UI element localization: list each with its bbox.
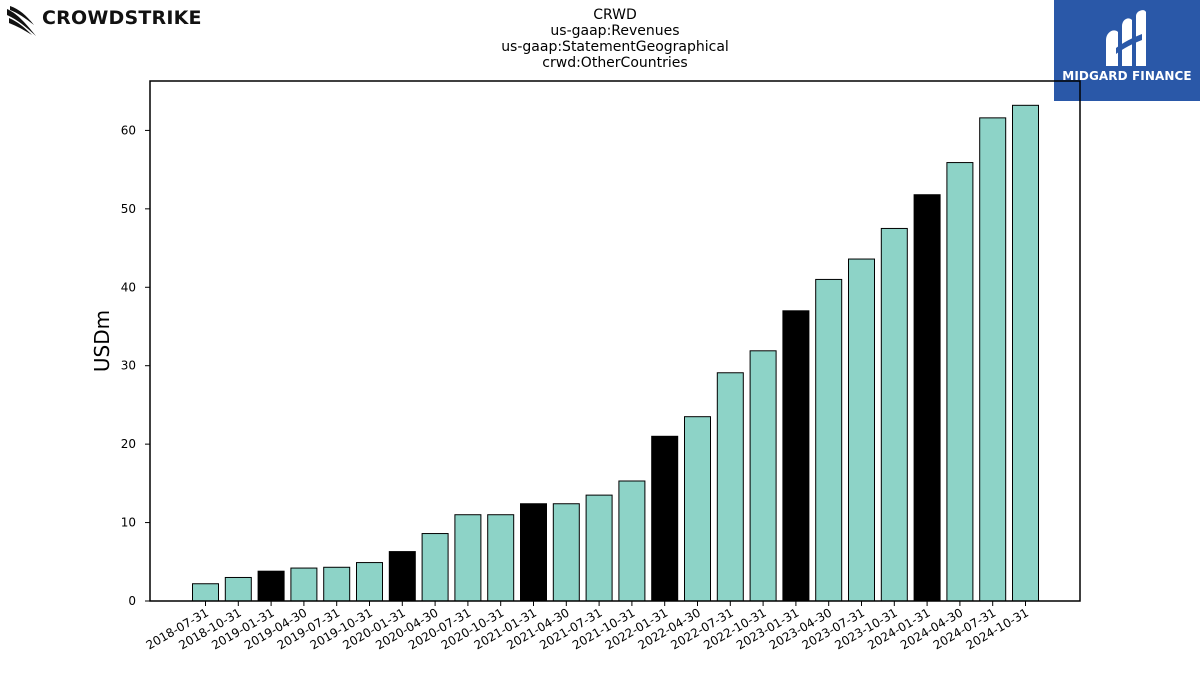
bar-2020-04-30: [421, 533, 449, 602]
bar-2023-10-31: [880, 227, 908, 602]
bar-2019-04-30: [290, 567, 318, 602]
y-axis: 0 10 20 30 40 50 60: [121, 123, 150, 608]
chart-title-member: crwd:OtherCountries: [542, 55, 688, 71]
bar-2024-04-30: [946, 162, 974, 602]
y-tick-label: 30: [121, 359, 136, 373]
bar-2023-07-31: [848, 258, 875, 602]
chart-title-block: CRWD us-gaap:Revenues us-gaap:StatementG…: [415, 7, 815, 71]
crowdstrike-logo: CROWDSTRIKE: [6, 5, 202, 39]
bar-2022-07-31: [716, 372, 744, 602]
bar-2024-07-31: [979, 117, 1007, 602]
midgard-brand-name: MIDGARD FINANCE: [1062, 69, 1192, 83]
bar-2020-01-31: [388, 551, 416, 602]
y-axis-label: USDm: [90, 310, 114, 372]
bar-2022-04-30: [684, 416, 711, 602]
y-tick-label: 60: [121, 123, 136, 137]
x-axis: 2018-07-312018-10-312019-01-312019-04-30…: [144, 601, 1031, 652]
midgard-finance-badge: MIDGARD FINANCE: [1054, 0, 1200, 101]
bar-2021-01-31: [520, 503, 547, 602]
y-tick-label: 0: [128, 594, 136, 608]
bar-2022-10-31: [749, 350, 777, 602]
chart-title-ticker: CRWD: [593, 7, 637, 23]
bar-2022-01-31: [651, 435, 679, 602]
y-tick-label: 20: [121, 437, 136, 451]
bar-2019-07-31: [323, 566, 351, 602]
chart-title-concept: us-gaap:Revenues: [550, 23, 680, 39]
bar-2019-10-31: [356, 562, 383, 602]
bar-2021-10-31: [618, 480, 646, 602]
midgard-logo-icon: [1106, 10, 1146, 67]
chart-title-axis: us-gaap:StatementGeographical: [501, 39, 729, 55]
bar-2019-01-31: [257, 570, 285, 602]
bar-2023-01-31: [782, 310, 810, 602]
bar-2020-10-31: [487, 514, 515, 602]
bars-group: [192, 104, 1039, 602]
bar-2023-04-30: [815, 278, 843, 602]
bar-2021-04-30: [552, 503, 580, 602]
plot-frame: [149, 80, 1081, 602]
bar-2018-07-31: [192, 583, 219, 602]
bar-2024-10-31: [1012, 104, 1039, 602]
y-tick-label: 50: [121, 202, 136, 216]
bar-2024-01-31: [913, 194, 941, 602]
brand-name: CROWDSTRIKE: [42, 7, 202, 29]
y-tick-label: 10: [121, 516, 136, 530]
bar-2018-10-31: [224, 576, 252, 602]
falcon-swoosh-icon: [7, 6, 36, 36]
bar-2020-07-31: [454, 514, 482, 602]
bar-2021-07-31: [585, 494, 613, 602]
y-tick-label: 40: [121, 280, 136, 294]
